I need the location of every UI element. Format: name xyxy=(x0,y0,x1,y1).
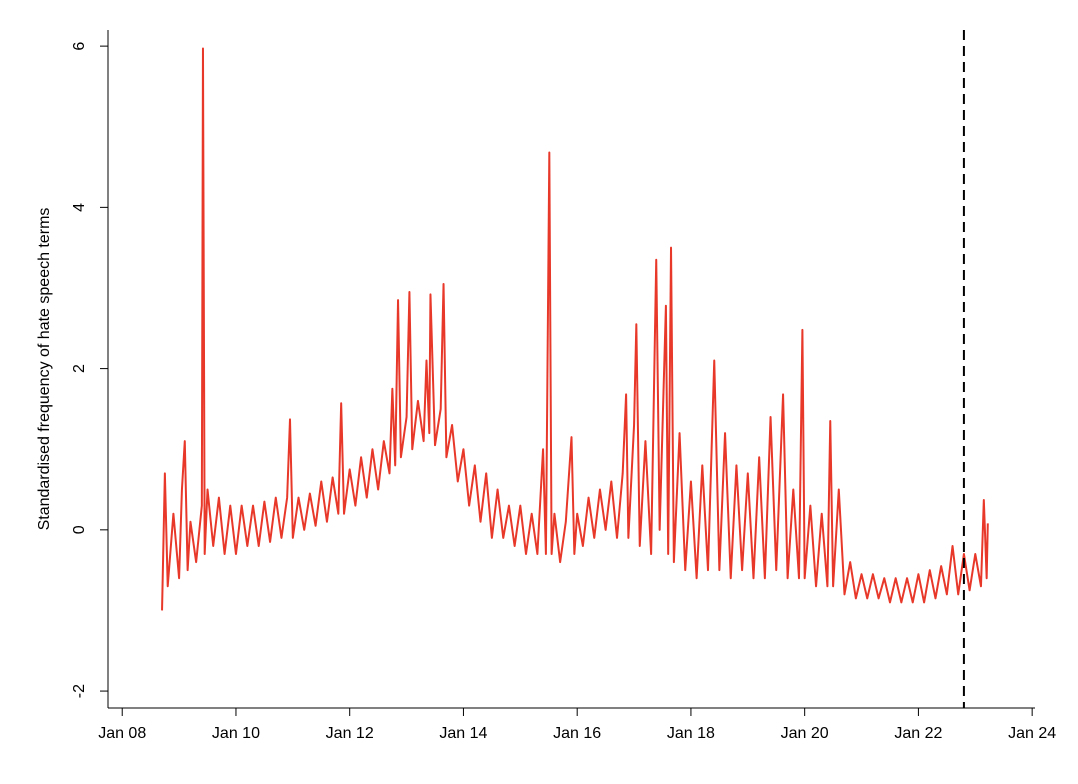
y-tick-label: 4 xyxy=(71,203,88,212)
x-tick-label: Jan 20 xyxy=(781,725,829,742)
y-axis-title: Standardised frequency of hate speech te… xyxy=(36,208,53,531)
data-line xyxy=(161,47,989,611)
x-tick-label: Jan 08 xyxy=(98,725,146,742)
x-tick-label: Jan 24 xyxy=(1008,725,1056,742)
x-tick-label: Jan 10 xyxy=(212,725,260,742)
x-tick-label: Jan 14 xyxy=(439,725,487,742)
y-tick-label: 0 xyxy=(71,525,88,534)
x-tick-label: Jan 12 xyxy=(326,725,374,742)
x-tick-label: Jan 22 xyxy=(894,725,942,742)
y-tick-label: 6 xyxy=(71,42,88,51)
y-tick-label: 2 xyxy=(71,364,88,373)
x-tick-label: Jan 18 xyxy=(667,725,715,742)
y-tick-label: -2 xyxy=(71,684,88,698)
x-tick-label: Jan 16 xyxy=(553,725,601,742)
